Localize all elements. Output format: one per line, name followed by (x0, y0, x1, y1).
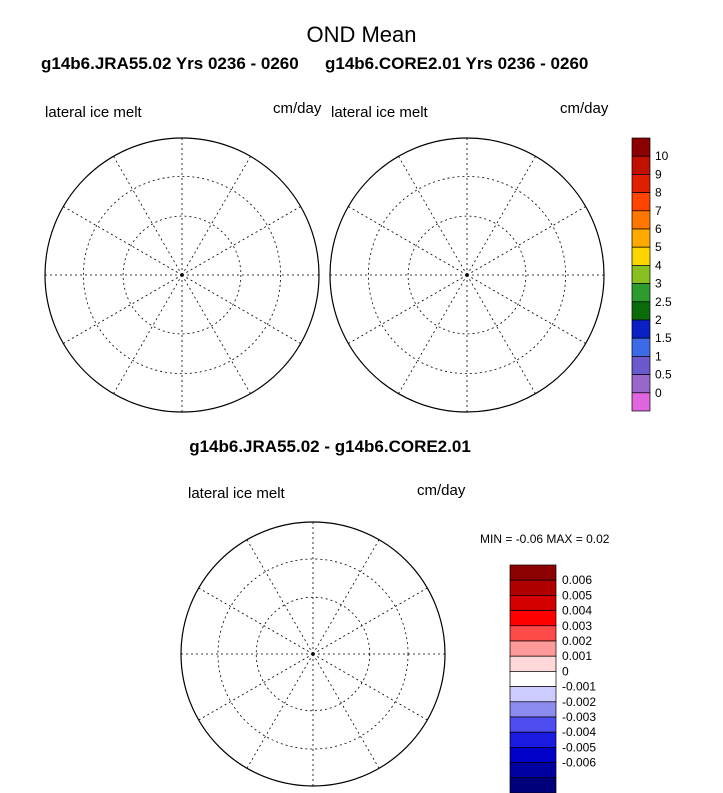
meridian-line (198, 653, 314, 721)
panel-c-units-label: cm/day (417, 482, 466, 499)
colorbar-box (631, 192, 651, 212)
max-value: 0.02 (586, 532, 610, 546)
colorbar-box (509, 762, 557, 779)
colorbar-top: 10 9 8 7 6 5 4 3 2.5 2 1.5 1 0.5 0 (631, 137, 672, 412)
colorbar-box (509, 747, 557, 763)
colorbar-box (631, 228, 651, 248)
colorbar-box (509, 701, 557, 718)
colorbar-tick-label: 0.005 (562, 588, 592, 602)
max-label: MAX = (546, 532, 583, 546)
colorbar-tick-label: 0 (655, 386, 662, 400)
colorbar-box (509, 595, 557, 611)
meridian-line (312, 653, 380, 769)
colorbar-box (631, 301, 651, 321)
meridian-line (246, 539, 314, 655)
panel-b-run-title: g14b6.CORE2.01 Yrs 0236 - 0260 (325, 54, 589, 73)
colorbar-tick-label: 2.5 (655, 295, 672, 309)
colorbar-box (509, 579, 557, 596)
panel-a-units-label: cm/day (273, 100, 322, 117)
colorbar-tick-label: 0.006 (562, 573, 592, 587)
colorbar-box (509, 731, 557, 748)
colorbar-box (631, 392, 651, 412)
colorbar-box (631, 137, 651, 157)
colorbar-box (631, 283, 651, 303)
map-border (180, 521, 446, 787)
colorbar-difference: 0.0060.0050.0040.0030.0020.0010-0.001-0.… (509, 564, 596, 793)
panel-b-units-label: cm/day (560, 100, 609, 117)
map-panel-difference (180, 521, 446, 787)
colorbar-box (631, 155, 651, 175)
colorbar-tick-label: -0.006 (562, 756, 596, 770)
colorbar-box (509, 777, 557, 793)
latitude-circle (407, 215, 527, 335)
colorbar-box (509, 686, 557, 703)
colorbar-box (509, 610, 557, 627)
colorbar-tick-label: 4 (655, 258, 662, 272)
colorbar-box (509, 671, 557, 687)
map-border (44, 137, 320, 413)
meridian-line (312, 587, 428, 655)
colorbar-box (631, 265, 651, 284)
colorbar-box (631, 374, 651, 394)
colorbar-tick-label: 0.5 (655, 368, 672, 382)
colorbar-box (631, 210, 651, 230)
colorbar-box (509, 716, 557, 733)
min-label: MIN = (480, 532, 513, 546)
colorbar-box (509, 625, 557, 642)
panel-a-variable-label: lateral ice melt (45, 104, 142, 121)
colorbar-tick-label: 0 (562, 664, 569, 678)
panel-a-run-title: g14b6.JRA55.02 Yrs 0236 - 0260 (41, 54, 299, 73)
colorbar-tick-label: 1.5 (655, 331, 672, 345)
colorbar-tick-label: 10 (655, 149, 669, 163)
colorbar-tick-label: -0.002 (562, 695, 596, 709)
colorbar-tick-label: 9 (655, 167, 662, 181)
colorbar-tick-label: -0.001 (562, 680, 596, 694)
colorbar-tick-label: 0.004 (562, 604, 592, 618)
colorbar-box (631, 356, 651, 375)
colorbar-tick-label: 0.001 (562, 649, 592, 663)
colorbar-tick-label: -0.005 (562, 740, 596, 754)
colorbar-box (631, 246, 651, 266)
colorbar-tick-label: 5 (655, 240, 662, 254)
colorbar-tick-label: 1 (655, 349, 662, 363)
difference-title: g14b6.JRA55.02 - g14b6.CORE2.01 (189, 437, 471, 456)
meridian-line (246, 653, 314, 769)
colorbar-tick-label: -0.003 (562, 710, 596, 724)
colorbar-tick-label: 3 (655, 277, 662, 291)
colorbar-box (509, 655, 557, 672)
colorbar-tick-label: -0.004 (562, 725, 596, 739)
min-max-readout: MIN = -0.06 MAX = 0.02 (480, 532, 609, 546)
map-panel-core2 (329, 137, 605, 413)
meridian-line (312, 653, 428, 721)
colorbar-tick-label: 2 (655, 313, 662, 327)
panel-c-variable-label: lateral ice melt (188, 485, 285, 502)
colorbar-box (631, 319, 651, 339)
meridian-line (312, 539, 380, 655)
latitude-circle (82, 175, 282, 375)
colorbar-tick-label: 7 (655, 204, 662, 218)
meridian-line (198, 587, 314, 655)
colorbar-tick-label: 6 (655, 222, 662, 236)
figure-title: OND Mean (306, 22, 417, 47)
colorbar-box (509, 564, 557, 581)
map-border (329, 137, 605, 413)
min-value: -0.06 (515, 532, 544, 546)
latitude-circle (122, 215, 242, 335)
colorbar-tick-label: 0.003 (562, 619, 592, 633)
colorbar-box (631, 174, 651, 193)
map-panel-jra55 (44, 137, 323, 416)
latitude-circle (367, 175, 567, 375)
colorbar-tick-label: 8 (655, 186, 662, 200)
colorbar-box (631, 337, 651, 357)
colorbar-tick-label: 0.002 (562, 634, 592, 648)
panel-b-variable-label: lateral ice melt (331, 104, 428, 121)
colorbar-box (509, 640, 557, 657)
